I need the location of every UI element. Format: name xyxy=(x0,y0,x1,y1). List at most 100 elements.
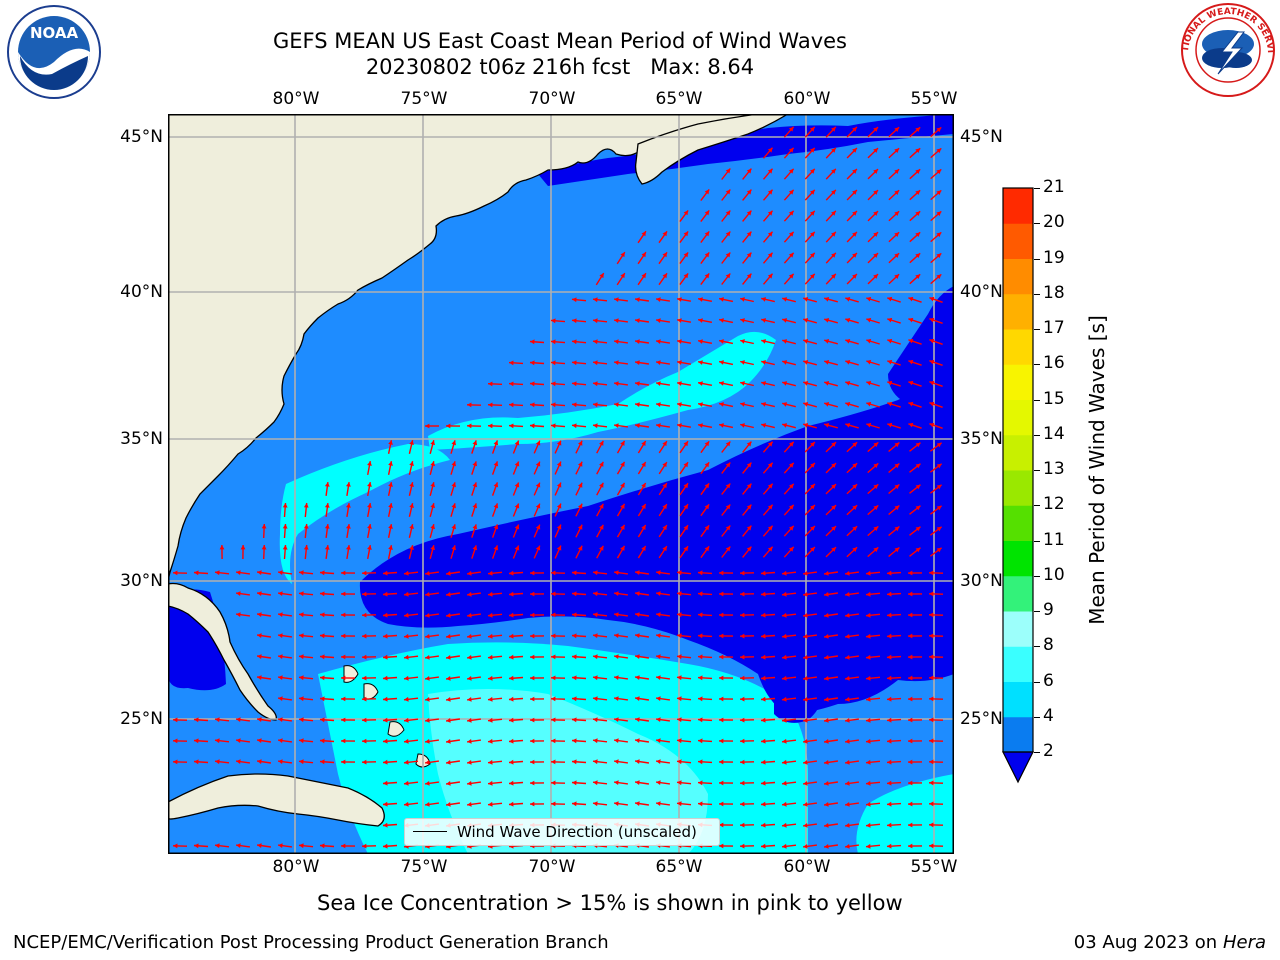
wave-arrow-head xyxy=(810,273,815,279)
wave-arrow-head xyxy=(446,802,451,807)
wave-arrow-head xyxy=(593,717,598,723)
wave-arrow-head xyxy=(894,463,900,469)
wave-arrow-head xyxy=(278,612,283,617)
wave-arrow-head xyxy=(425,613,430,618)
wave-arrow-head xyxy=(677,423,682,428)
wave-arrow-head xyxy=(367,503,372,508)
wave-arrow-head xyxy=(719,801,724,807)
wave-arrow-head xyxy=(908,422,914,428)
lon-label-bottom-70w: 70°W xyxy=(528,857,576,877)
wave-arrow-head xyxy=(810,526,815,531)
wave-arrow-head xyxy=(831,526,836,531)
wave-arrow-head xyxy=(803,739,808,744)
wave-arrow-head xyxy=(620,503,625,509)
wave-arrow-head xyxy=(810,231,815,237)
wave-arrow-head xyxy=(446,718,451,723)
wave-arrow-head xyxy=(656,318,661,323)
wave-arrow-head xyxy=(761,318,766,323)
wave-arrow-head xyxy=(782,801,787,807)
wave-arrow-head xyxy=(362,696,367,702)
wave-arrow-head xyxy=(593,318,598,324)
wave-arrow-head xyxy=(866,822,871,828)
wave-arrow-head xyxy=(551,570,556,576)
wave-arrow-head xyxy=(656,360,661,365)
wave-arrow-head xyxy=(887,759,892,765)
wave-arrow-head xyxy=(383,696,388,702)
wave-arrow-head xyxy=(299,654,304,660)
wave-arrow-head xyxy=(451,545,456,551)
wave-arrow-head xyxy=(677,780,682,786)
colorbar-tick-mark xyxy=(1034,470,1040,471)
wave-band-4-6-coast xyxy=(279,444,450,584)
wave-arrow-head xyxy=(578,524,583,530)
wave-arrow-head xyxy=(173,759,178,765)
wave-arrow-head xyxy=(278,633,283,638)
wave-arrow-head xyxy=(530,402,535,408)
wave-arrow-head xyxy=(866,780,871,786)
wave-arrow-head xyxy=(936,484,942,490)
wave-arrow-head xyxy=(620,440,625,446)
map-panel xyxy=(168,114,954,858)
wave-arrow-head xyxy=(383,570,388,576)
wave-arrow-head xyxy=(530,339,535,345)
lat-label-left-45n: 45°N xyxy=(120,127,163,147)
wave-arrow-head xyxy=(824,802,829,807)
wave-arrow-head xyxy=(782,297,787,302)
wave-arrow-head xyxy=(915,274,921,279)
wave-arrow-head xyxy=(782,360,787,365)
wave-arrow-head xyxy=(740,318,745,323)
wave-arrow-head xyxy=(929,822,934,828)
wave-arrow-head xyxy=(299,759,304,765)
wave-arrow-head xyxy=(782,633,787,639)
wave-arrow-head xyxy=(509,780,514,786)
wave-arrow-head xyxy=(493,503,499,509)
colorbar-segment xyxy=(1003,540,1033,577)
wave-arrow-head xyxy=(761,801,766,807)
wave-arrow-head xyxy=(530,633,535,639)
wave-arrow-head xyxy=(488,423,493,429)
wave-arrow-head xyxy=(740,612,745,618)
wave-arrow-head xyxy=(261,524,267,529)
wave-arrow-head xyxy=(725,546,731,552)
wave-arrow-head xyxy=(556,503,562,509)
wave-arrow-head xyxy=(324,545,330,550)
wave-arrow-head xyxy=(788,126,794,132)
wave-arrow-head xyxy=(404,612,409,618)
wave-arrow-head xyxy=(635,339,640,344)
wave-arrow-head xyxy=(824,634,829,639)
wave-arrow-head xyxy=(810,189,815,195)
wave-arrow-head xyxy=(789,462,794,468)
wave-band-lt2-islands xyxy=(774,675,822,723)
wave-arrow-head xyxy=(236,612,241,617)
wave-arrow-head xyxy=(551,801,556,807)
wave-arrow-head xyxy=(698,654,703,660)
wave-arrow-head xyxy=(929,654,934,660)
wave-arrow-head xyxy=(725,525,731,531)
wave-arrow-head xyxy=(803,381,809,386)
lat-label-left-35n: 35°N xyxy=(120,429,163,449)
wave-arrow-head xyxy=(388,440,393,445)
lat-label-right-40n: 40°N xyxy=(960,282,1003,302)
wave-arrow-head xyxy=(704,231,710,237)
wave-arrow-head xyxy=(409,461,414,466)
wave-direction-vectors xyxy=(172,126,944,849)
wave-arrow-head xyxy=(704,504,710,510)
wave-arrow-head xyxy=(789,525,794,531)
wave-arrow-head xyxy=(929,359,935,365)
wave-arrow-head xyxy=(425,697,430,702)
wave-arrow-head xyxy=(929,401,935,407)
noaa-logo-text: NOAA xyxy=(30,24,79,42)
wave-arrow-head xyxy=(915,526,921,532)
wave-arrow-head xyxy=(488,759,493,765)
wave-arrow-head xyxy=(929,738,934,744)
wave-arrow-head xyxy=(767,546,773,552)
wave-arrow-head xyxy=(852,463,858,468)
wave-arrow-head xyxy=(698,402,703,407)
wave-arrow-head xyxy=(683,504,688,510)
wave-arrow-head xyxy=(936,274,942,280)
wave-arrow-head xyxy=(782,717,787,723)
wave-arrow-head xyxy=(740,297,745,302)
wave-arrow-head xyxy=(677,402,682,407)
wave-arrow-head xyxy=(551,381,556,387)
wave-arrow-head xyxy=(656,738,661,743)
